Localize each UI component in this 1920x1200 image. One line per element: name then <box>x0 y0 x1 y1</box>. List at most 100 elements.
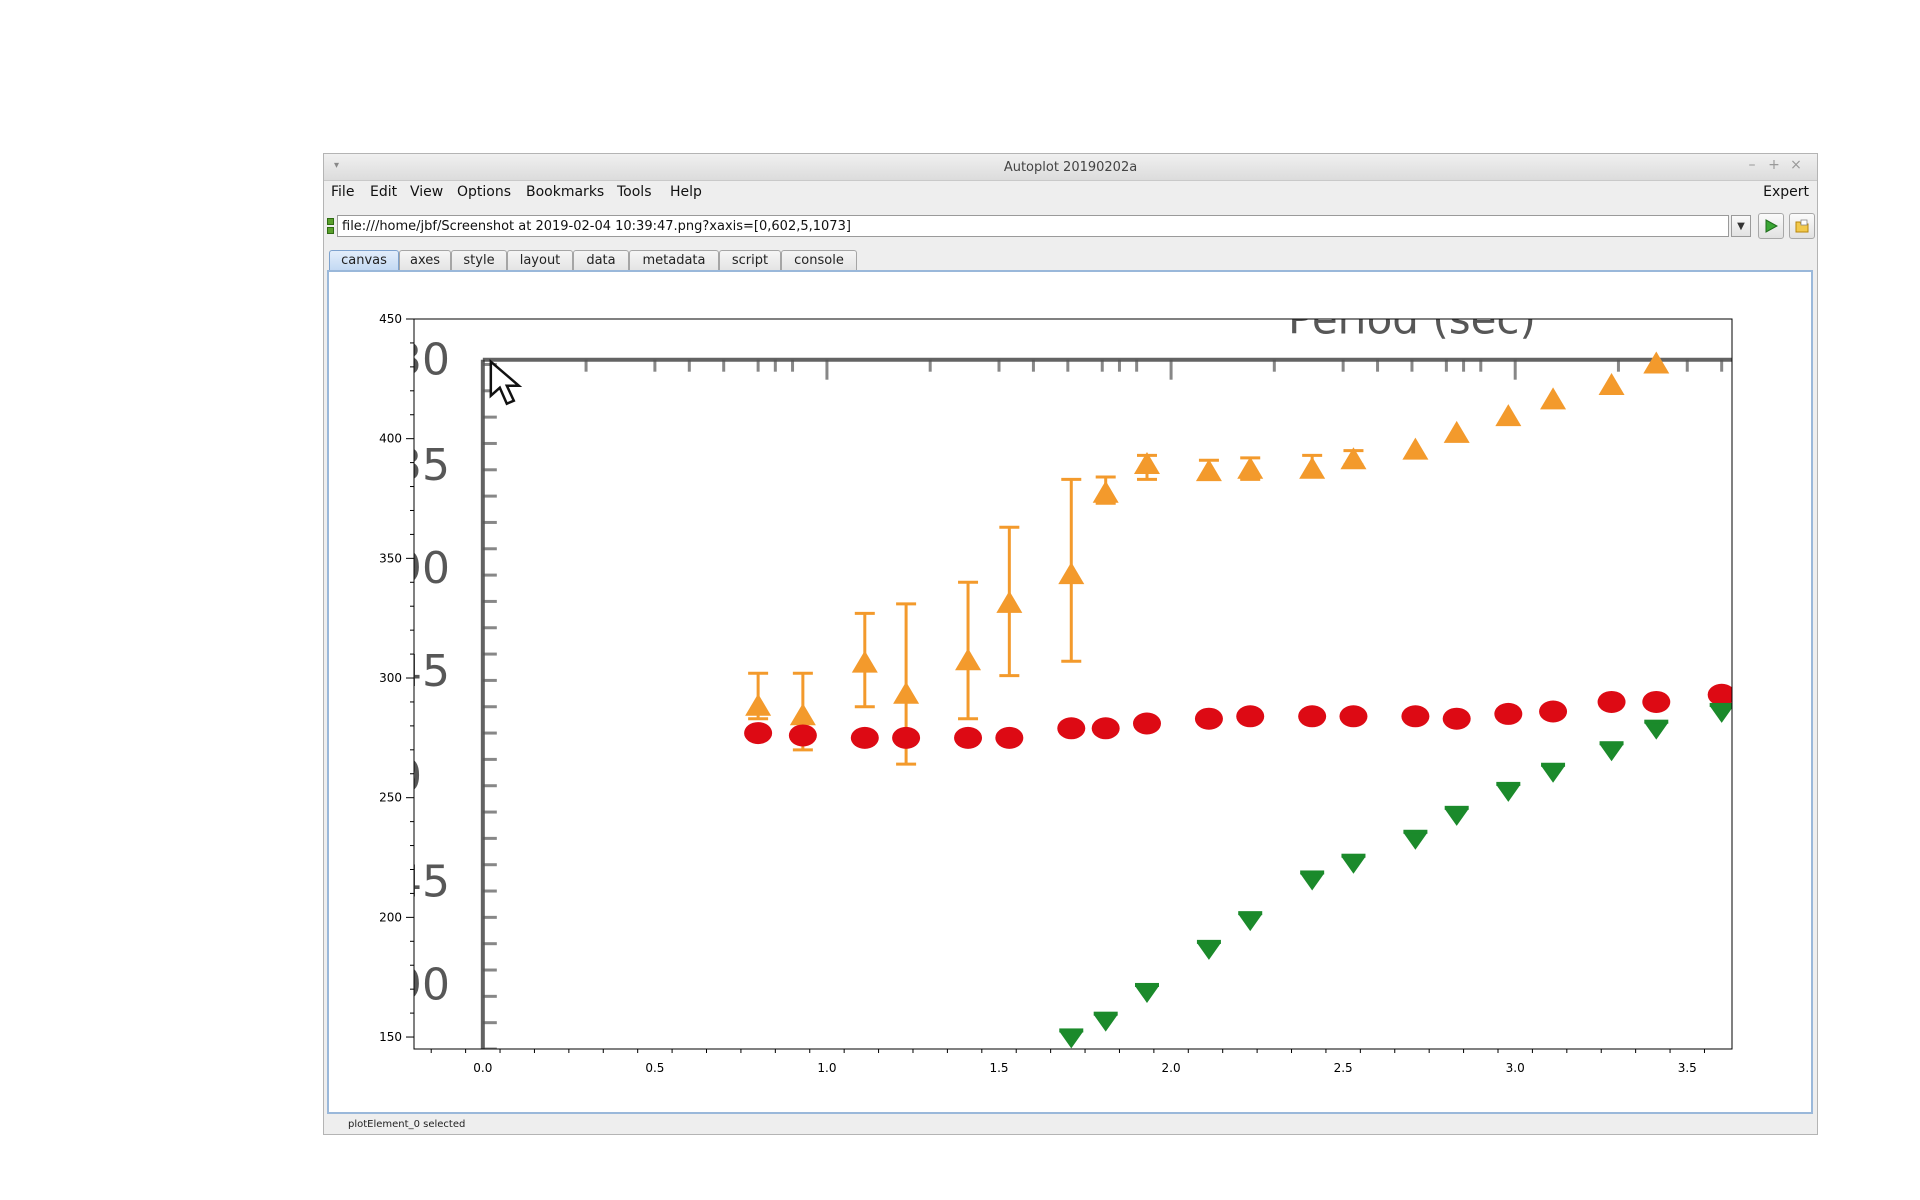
image-left-label: 0 <box>394 751 422 802</box>
data-point-triangle-down <box>1403 832 1428 850</box>
data-point-triangle-down-bar <box>1196 939 1221 944</box>
status-bar: plotElement_0 selected <box>324 1116 1817 1134</box>
data-point-triangle-down-bar <box>1134 982 1159 987</box>
tab-layout[interactable]: layout <box>507 250 573 270</box>
data-point-circle <box>744 722 773 745</box>
data-point-triangle-down <box>1238 914 1263 932</box>
cursor-arrow-icon <box>489 358 523 406</box>
data-point-triangle-up <box>1299 456 1326 479</box>
data-point-triangle-down <box>1341 856 1366 874</box>
close-button[interactable]: × <box>1790 157 1802 173</box>
data-point-triangle-down-bar <box>1403 829 1428 834</box>
menu-tools[interactable]: Tools <box>617 184 652 200</box>
data-point-triangle-up <box>851 650 878 673</box>
data-point-triangle-down <box>1196 942 1221 960</box>
image-header-text: Period (sec) <box>1288 295 1536 344</box>
data-point-triangle-down-bar <box>1093 1011 1118 1016</box>
tab-axes[interactable]: axes <box>399 250 451 270</box>
window-controls: – + × <box>1741 157 1807 173</box>
data-point-triangle-down <box>1496 784 1521 802</box>
data-point-circle <box>1091 717 1120 740</box>
canvas-panel: Period (sec) 30 35 90 45 0 45 90 0.0 0.5 1.0 1.5 2.0… <box>327 270 1813 1114</box>
image-left-label: 90 <box>394 959 450 1010</box>
open-file-button[interactable] <box>1789 213 1815 239</box>
menu-edit[interactable]: Edit <box>370 184 398 200</box>
data-point-triangle-up <box>1495 404 1522 427</box>
tab-data[interactable]: data <box>573 250 629 270</box>
data-point-circle <box>788 724 817 747</box>
url-input[interactable] <box>337 215 1729 237</box>
data-point-circle <box>1236 705 1265 728</box>
data-point-triangle-up <box>1340 447 1367 470</box>
data-point-triangle-up <box>1643 351 1670 374</box>
data-point-triangle-down-bar <box>1541 762 1566 767</box>
x-tick-label: 0.0 <box>473 1061 492 1075</box>
x-tick-label: 1.0 <box>817 1061 836 1075</box>
y-tick-label: 250 <box>379 791 402 805</box>
data-point-triangle-up <box>789 703 816 726</box>
data-point-circle <box>850 726 879 749</box>
tab-metadata[interactable]: metadata <box>629 250 719 270</box>
data-point-triangle-down-bar <box>1709 702 1732 707</box>
data-point-triangle-up <box>1598 373 1625 396</box>
data-point-triangle-up <box>1195 459 1222 482</box>
image-left-label: 90 <box>394 543 450 594</box>
data-point-circle <box>1401 705 1430 728</box>
x-tick-label: 3.5 <box>1678 1061 1697 1075</box>
data-point-circle <box>1539 700 1568 723</box>
data-point-triangle-up <box>893 681 920 704</box>
data-point-circle <box>995 726 1024 749</box>
data-point-triangle-down-bar <box>1059 1028 1084 1033</box>
data-point-triangle-down <box>1300 873 1325 891</box>
url-history-dropdown[interactable]: ▼ <box>1731 215 1751 237</box>
plot-frame <box>413 318 1733 1050</box>
image-left-label: 45 <box>394 646 450 697</box>
data-point-circle <box>1132 712 1161 735</box>
plot-go-button[interactable] <box>1758 213 1784 239</box>
data-point-triangle-up <box>1540 387 1567 410</box>
menu-bookmarks[interactable]: Bookmarks <box>526 184 605 200</box>
x-tick-label: 0.5 <box>645 1061 664 1075</box>
data-point-circle <box>1494 702 1523 725</box>
window-title: Autoplot 20190202a <box>1003 160 1138 175</box>
menu-view[interactable]: View <box>410 184 444 200</box>
data-point-triangle-down <box>1093 1014 1118 1032</box>
data-point-circle <box>1194 707 1223 730</box>
data-point-triangle-down <box>1134 985 1159 1003</box>
data-point-triangle-down <box>1644 722 1669 740</box>
title-bar: ▾ Autoplot 20190202a – + × <box>324 154 1817 181</box>
y-tick-label: 150 <box>379 1030 402 1044</box>
folder-icon <box>1795 219 1809 233</box>
menu-options[interactable]: Options <box>457 184 512 200</box>
data-point-circle <box>1597 690 1626 713</box>
data-point-triangle-down-bar <box>1599 741 1624 746</box>
x-tick-label: 2.0 <box>1162 1061 1181 1075</box>
minimize-button[interactable]: – <box>1748 157 1756 173</box>
tab-canvas[interactable]: canvas <box>329 250 399 270</box>
url-row: ▼ <box>324 212 1817 242</box>
menu-help[interactable]: Help <box>670 184 702 200</box>
play-icon <box>1765 219 1778 233</box>
data-point-circle <box>892 726 921 749</box>
plot-area <box>414 319 1732 1049</box>
window-menu-icon[interactable]: ▾ <box>334 160 340 171</box>
data-point-triangle-down <box>1444 808 1469 826</box>
data-point-triangle-down <box>1599 744 1624 762</box>
expert-mode-menu[interactable]: Expert <box>1763 184 1809 200</box>
data-point-triangle-down <box>1541 765 1566 783</box>
y-tick-label: 200 <box>379 910 402 924</box>
data-point-triangle-down-bar <box>1644 719 1669 724</box>
data-point-triangle-up <box>996 590 1023 613</box>
status-text: plotElement_0 selected <box>348 1119 466 1130</box>
data-point-triangle-down <box>1709 705 1732 723</box>
tab-console[interactable]: console <box>781 250 857 270</box>
maximize-button[interactable]: + <box>1768 157 1780 173</box>
menu-file[interactable]: File <box>331 184 355 200</box>
tab-style[interactable]: style <box>451 250 507 270</box>
x-tick-label: 2.5 <box>1334 1061 1353 1075</box>
y-tick-label: 300 <box>379 671 402 685</box>
drag-handle-icon[interactable] <box>327 218 334 235</box>
data-point-triangle-down-bar <box>1341 853 1366 858</box>
tab-script[interactable]: script <box>719 250 781 270</box>
